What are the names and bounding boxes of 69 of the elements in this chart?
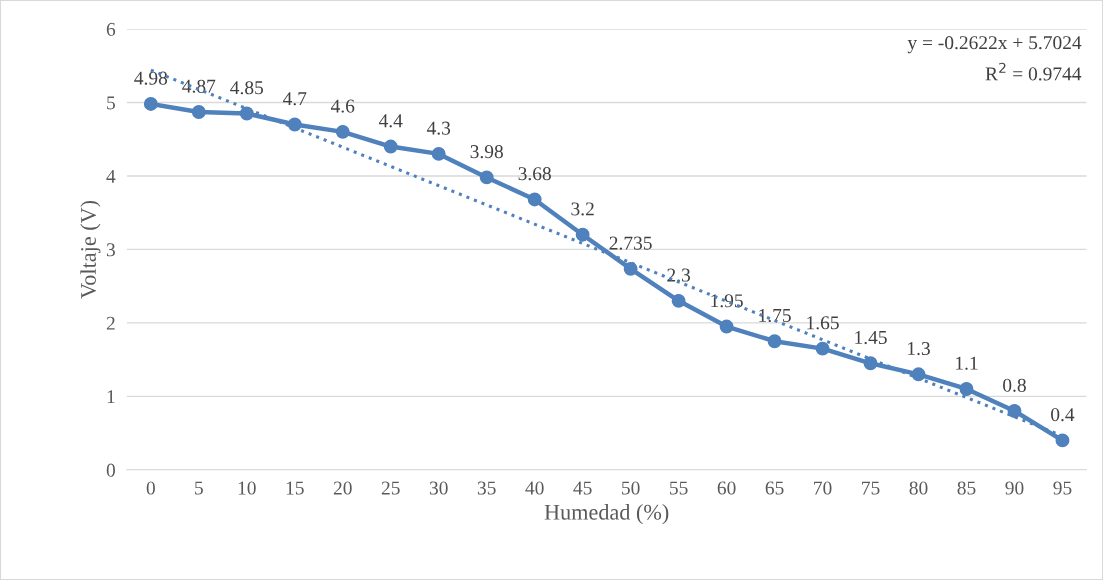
data-label: 3.98 (470, 145, 503, 159)
x-tick-label: 40 (525, 481, 544, 495)
data-label: 0.4 (1051, 408, 1075, 422)
point (863, 356, 878, 371)
x-tick-label: 85 (957, 481, 976, 495)
x-tick-label: 70 (814, 481, 832, 495)
x-tick-label: 50 (622, 481, 640, 495)
point (431, 146, 446, 161)
annotation: y = -0.2622x + 5.7024 (907, 36, 1082, 54)
x-tick-label: 55 (670, 481, 688, 495)
data-label: 4.3 (426, 121, 451, 135)
y-tick-label: 5 (107, 96, 115, 110)
x-tick-label: 5 (195, 481, 203, 495)
data-label: 1.45 (855, 331, 887, 345)
x-tick-label: 45 (573, 481, 592, 495)
point (767, 334, 782, 349)
x-tick-label: 90 (1005, 481, 1024, 495)
point (623, 261, 638, 276)
point (575, 227, 590, 242)
x-tick-label: 15 (286, 481, 304, 495)
x-tick-label: 75 (862, 481, 880, 495)
point (191, 105, 206, 119)
data-label: 4.85 (230, 81, 264, 95)
x-tick-label: 80 (909, 481, 928, 495)
data-label: 1.65 (807, 316, 839, 330)
point (239, 106, 254, 121)
data-label: 3.68 (518, 167, 551, 181)
y-tick-label: 0 (106, 463, 115, 477)
x-tick-label: 95 (1053, 481, 1072, 495)
point (335, 124, 350, 139)
data-label: 4.98 (134, 71, 168, 85)
data-label: 1.75 (759, 308, 791, 323)
data-label: 2.3 (667, 268, 691, 282)
x-tick-label: 65 (765, 481, 784, 495)
x-tick-label: 35 (477, 481, 496, 495)
x-tick-label: 30 (429, 481, 448, 495)
point (527, 192, 542, 207)
x-tick-label: 25 (381, 481, 400, 495)
data-label: 4.6 (330, 99, 355, 113)
annotation: R$^{2}$ = 0.9744 (985, 62, 1082, 81)
y-tick-label: 2 (106, 316, 115, 330)
point (1007, 404, 1022, 418)
y-axis-title: Voltaje (V) (80, 200, 101, 299)
point (719, 319, 734, 334)
point (287, 117, 302, 132)
x-axis-title: Humedad (%) (544, 504, 669, 525)
data-label: 1.3 (908, 342, 930, 356)
point (383, 139, 398, 154)
y-tick-label: 4 (106, 169, 116, 183)
y-tick-label: 3 (106, 243, 115, 257)
data-label: 1.1 (956, 356, 978, 370)
point (671, 293, 686, 308)
point (143, 96, 158, 111)
point (815, 341, 830, 356)
x-tick-label: 20 (333, 481, 352, 495)
data-label: 4.7 (283, 92, 307, 106)
data-label: 4.4 (378, 114, 403, 128)
x-tick-label: 0 (146, 481, 155, 495)
y-tick-label: 1 (107, 390, 115, 404)
x-tick-label: 10 (238, 481, 256, 495)
y-tick-label: 6 (106, 22, 116, 36)
x-tick-label: 60 (717, 481, 736, 495)
point (911, 367, 926, 382)
point (959, 382, 974, 396)
data-label: 3.2 (571, 202, 594, 216)
point (479, 170, 494, 185)
data-label: 2.735 (609, 236, 652, 250)
data-label: 0.8 (1003, 378, 1026, 392)
point (1055, 433, 1070, 448)
